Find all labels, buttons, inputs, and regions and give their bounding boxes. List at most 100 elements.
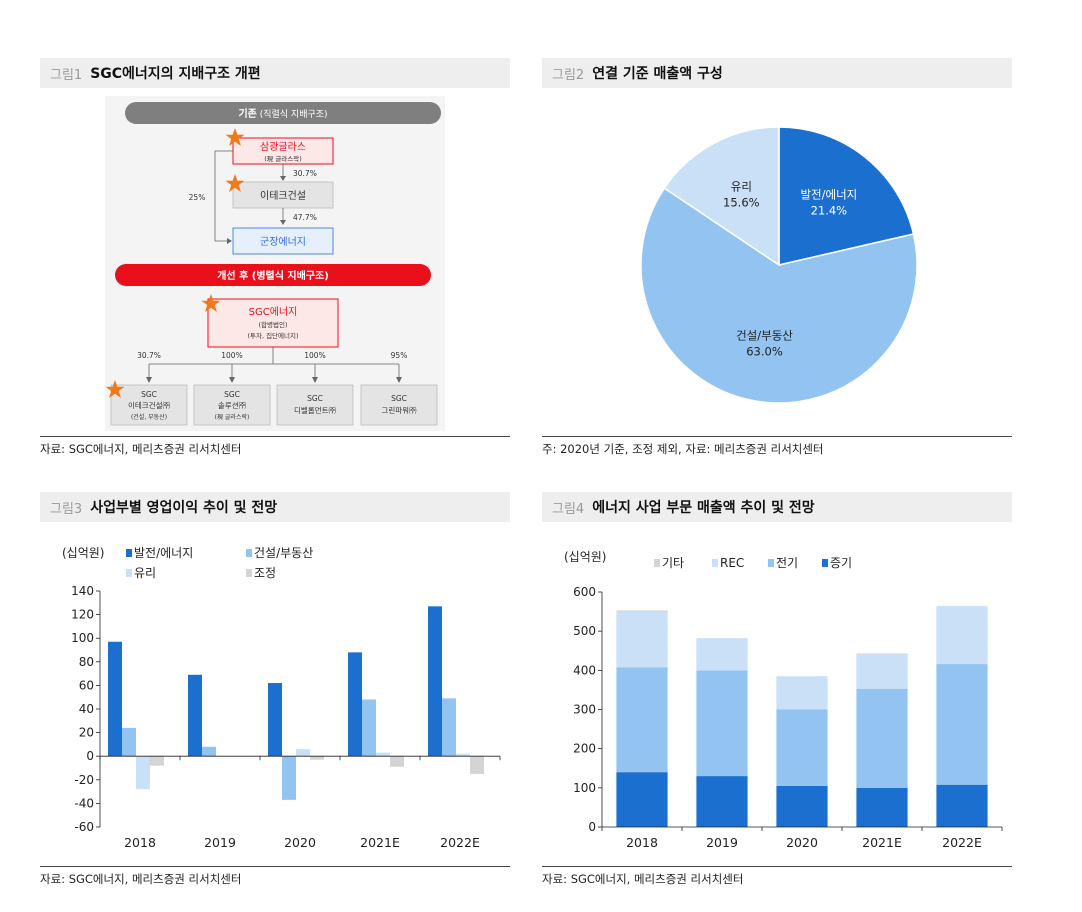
arrow-icon [229,377,235,383]
pie-slice [778,126,915,266]
legend-swatch [246,569,252,577]
legend-label: 건설/부동산 [254,546,313,560]
unit-label: (십억원) [564,550,606,564]
pie-slice [663,126,780,267]
bar [296,749,310,757]
figure1-number: 그림1 [50,67,83,83]
bar [348,652,362,757]
bar [136,756,150,790]
legend-swatch [768,559,774,567]
y-tick-label: -60 [74,820,94,834]
figure2-number: 그림2 [552,67,585,83]
box-sgc-sub2: (투자, 집단에너지) [247,331,298,340]
legend-swatch [822,559,828,567]
before-banner [125,102,441,124]
sub-pct-3: 100% [304,351,325,360]
y-tick-label: 600 [573,585,596,599]
bar [188,674,202,757]
sub-box-3-line2: 디벨롭먼트㈜ [294,405,336,415]
figure2-title: 연결 기준 매출액 구성 [592,66,723,82]
figure1-rule [40,436,510,437]
figure4-number: 그림4 [552,501,585,517]
figure2-header: 그림2 연결 기준 매출액 구성 [542,58,1012,88]
bar [428,606,442,757]
sub-box-4-line1: SGC [391,394,407,403]
y-tick-label: 500 [573,624,596,638]
legend-swatch [126,549,132,557]
pie-chart: 발전/에너지 21.4% 건설/부동산 63.0% 유리 15.6% [640,126,918,404]
bar [268,683,282,757]
after-banner [115,264,431,286]
legend-swatch [712,559,718,567]
sub-box-2 [193,384,271,426]
pie-slice-label: 유리 [731,179,752,193]
legend-label: 기타 [662,556,684,570]
bar-segment [616,667,668,773]
legend-swatch [126,569,132,577]
sub-box-1-line2: 이테크건설㈜ [128,400,170,410]
figure4-source: 자료: SGC에너지, 메리츠증권 리서치센터 [542,872,744,886]
legend-label: 증기 [830,556,852,570]
bar-segment [696,670,748,777]
bar-segment [856,653,908,655]
y-tick-label: 400 [573,663,596,677]
legend-swatch [654,559,660,567]
before-banner-bold: 기존 [238,107,256,120]
star-icon [105,380,125,398]
pie-slice [640,187,918,404]
bar [456,753,470,757]
figure2-source: 주: 2020년 기준, 조정 제외, 자료: 메리츠증권 리서치센터 [542,442,824,456]
x-tick-label: 2021E [862,835,902,850]
x-tick-label: 2021E [360,835,400,850]
pie-slice-value: 63.0% [746,345,783,359]
y-tick-label: 40 [79,702,94,716]
arrow-icon [312,377,318,383]
bar-segment [936,664,988,785]
figure4-rule [542,866,1012,867]
figure1-title: SGC에너지의 지배구조 개편 [90,66,261,82]
sub-box-1-line3: (건설, 부동산) [131,413,167,421]
box-samkwang-label: 삼광글라스 [260,141,306,153]
figure4-title: 에너지 사업 부문 매출액 추이 및 전망 [592,500,815,516]
after-banner-label: 개선 후 (병렬식 지배구조) [217,269,329,282]
box-gunjang-label: 군장에너지 [260,236,306,248]
box-sgc-energy [207,298,339,348]
y-tick-label: -20 [74,773,94,787]
bar [150,756,164,766]
legend-label: 조정 [254,566,276,580]
bar [122,727,136,757]
bar [282,756,296,800]
y-tick-label: 140 [71,584,94,598]
bar [442,698,456,757]
sub-pct-2: 100% [221,351,242,360]
x-tick-label: 2020 [284,835,316,850]
bar-segment [776,709,828,786]
bar-segment [856,787,908,827]
figure3-source: 자료: SGC에너지, 메리츠증권 리서치센터 [40,872,242,886]
y-tick-label: 100 [573,781,596,795]
bar-segment [696,638,748,671]
star-icon [201,294,221,312]
sub-box-2-line2: 솔루션㈜ [218,400,247,410]
figure3-header: 그림3 사업부별 영업이익 추이 및 전망 [40,492,510,522]
sub-box-3 [276,384,354,426]
legend-swatch [246,549,252,557]
energy-revenue-chart: (십억원) 기타 REC 전기 증기 600 500 400 300 200 100 0 2018 201… [564,550,1003,850]
bar [376,752,390,757]
star-icon [225,128,245,146]
x-tick-label: 2020 [786,835,818,850]
pie-slice-value: 15.6% [723,195,760,209]
box-etech-label: 이테크건설 [260,190,306,202]
unit-label: (십억원) [62,546,104,560]
bar-segment [936,606,988,665]
pct-30-7-a: 30.7% [293,169,317,178]
box-sgc-label: SGC에너지 [249,306,298,318]
legend-label: 발전/에너지 [134,546,193,560]
bar [362,699,376,757]
y-tick-label: 200 [573,742,596,756]
box-gunjang [232,227,334,255]
bar-segment [776,785,828,827]
bar [310,756,324,760]
sub-pct-4: 95% [391,351,408,360]
